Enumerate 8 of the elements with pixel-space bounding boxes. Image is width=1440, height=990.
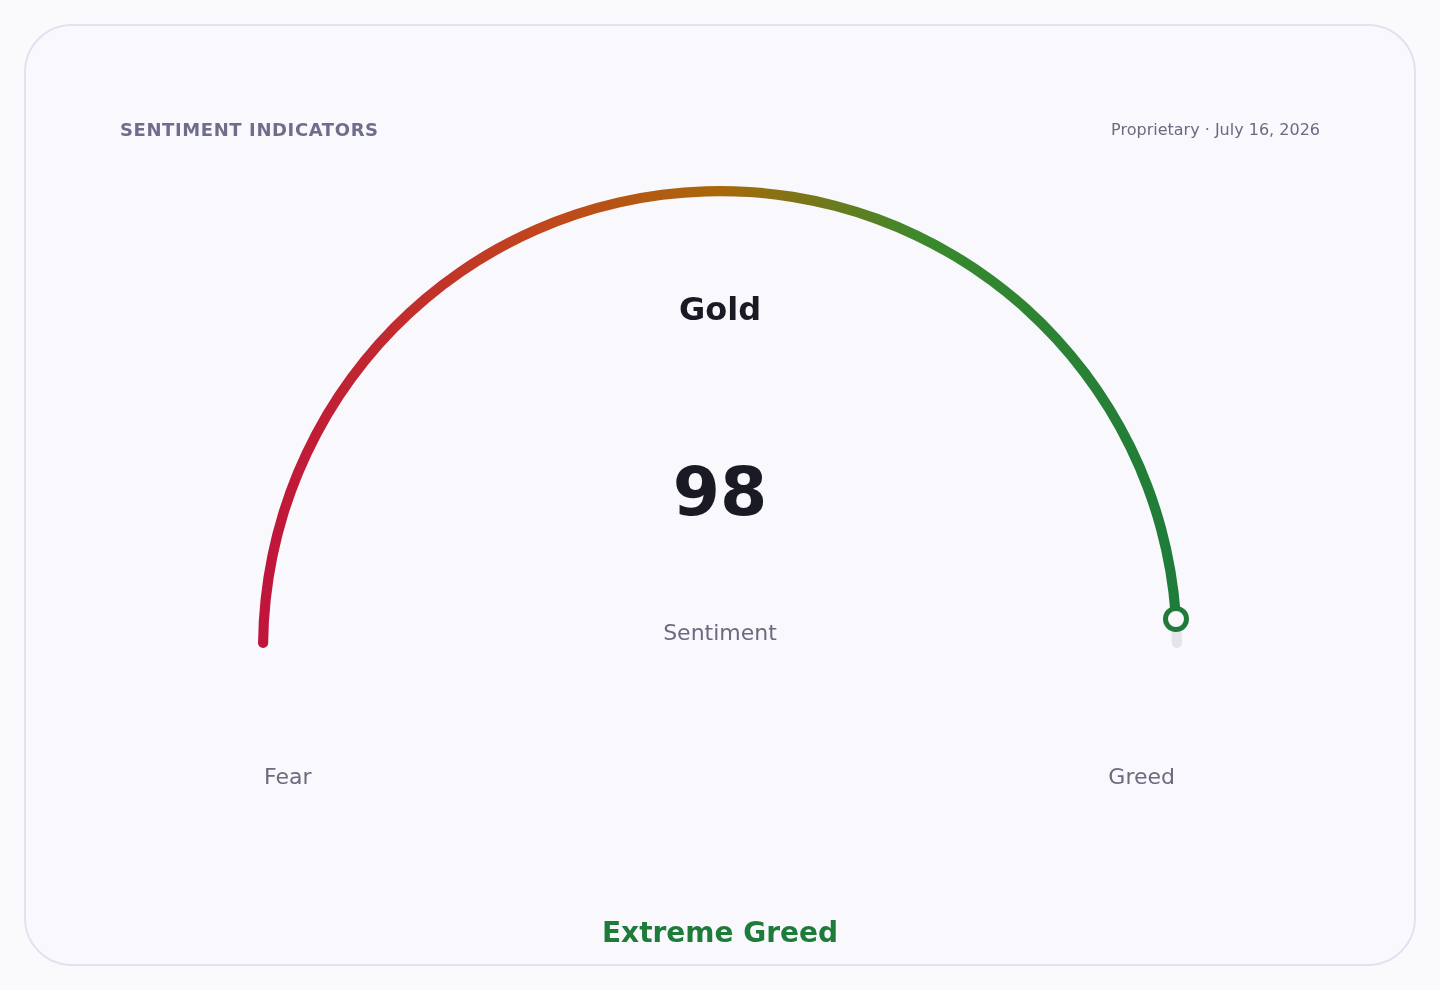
text: Sentiment	[662, 619, 778, 647]
text: Extreme Greed	[600, 915, 840, 951]
chart-title: SENTIMENT INDICATORS	[120, 119, 379, 141]
text: Greed	[1108, 763, 1175, 791]
text: Proprietary · July 16, 2026	[1111, 119, 1320, 141]
data-label: 98	[672, 451, 768, 531]
text: Fear	[264, 763, 312, 791]
text: Gold	[677, 289, 763, 329]
